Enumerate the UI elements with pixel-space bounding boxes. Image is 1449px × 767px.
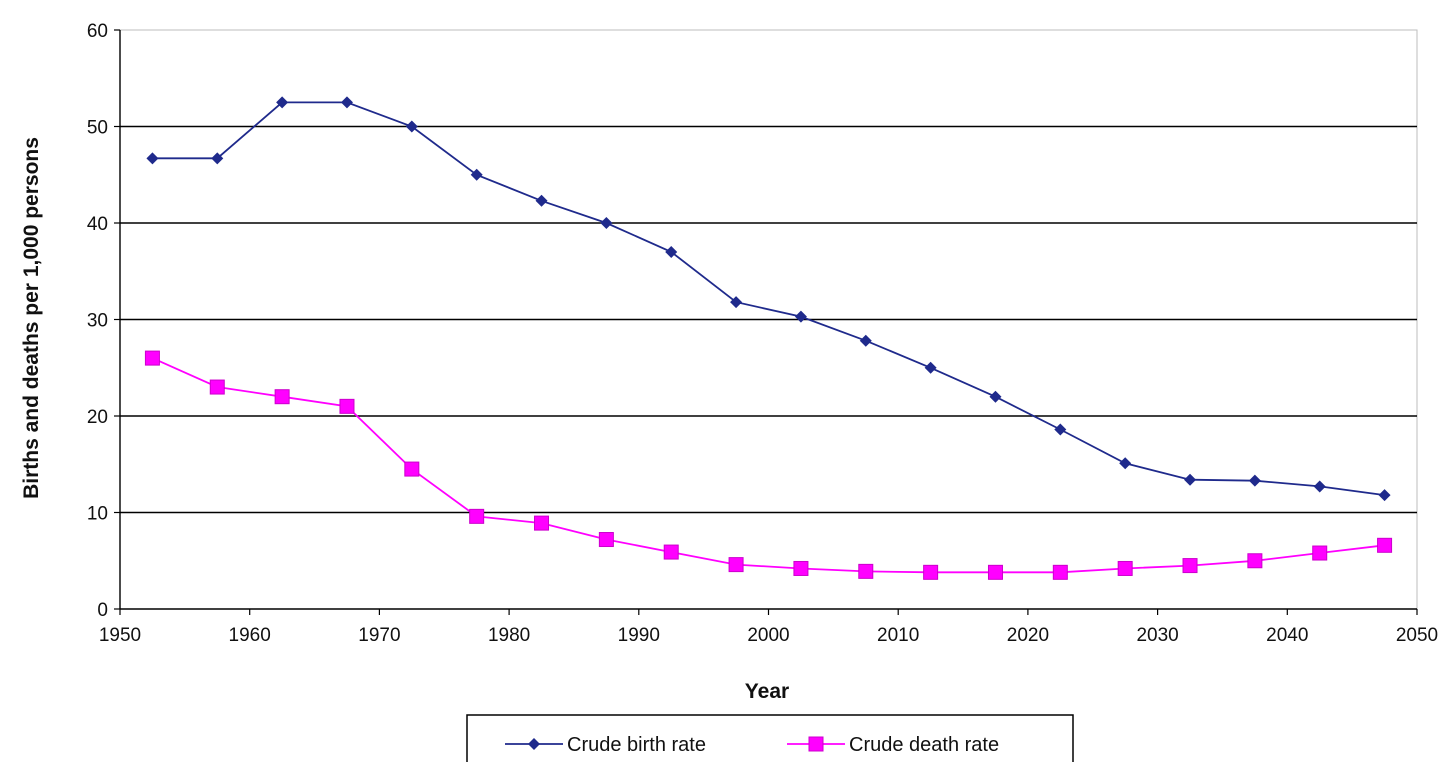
birth-rate-point	[989, 390, 1002, 403]
death-rate-point	[793, 560, 809, 576]
y-tick-labels: 0 10 20 30 40 50 60	[87, 21, 108, 621]
birth-rate-point	[600, 217, 613, 229]
legend-birth-label: Crude birth rate	[567, 734, 706, 756]
death-rate-point	[1247, 553, 1263, 569]
birth-rate-point	[1119, 457, 1132, 470]
x-tick-label: 2010	[877, 625, 919, 646]
y-tick-label: 60	[87, 21, 108, 42]
death-rate-point	[923, 564, 939, 580]
birth-rate-point	[1054, 423, 1067, 436]
death-rate-point	[1052, 564, 1068, 580]
x-tick-label: 1980	[488, 625, 530, 646]
birth-rate-point	[730, 296, 743, 309]
birth-rate-point	[470, 168, 483, 181]
death-rate-point	[1117, 560, 1133, 576]
birth-rate-point	[859, 334, 872, 347]
y-tick-label: 30	[87, 311, 108, 332]
x-tick-label: 1960	[229, 625, 271, 646]
birth-rate-point	[924, 361, 937, 374]
birth-rate-point	[146, 152, 159, 165]
death-rate-point	[858, 563, 874, 579]
birth-rate-point	[535, 194, 548, 207]
death-rate-point	[1182, 558, 1198, 574]
death-rate-point	[1377, 537, 1393, 553]
x-tick-label: 2040	[1266, 625, 1308, 646]
legend: Crude birth rate Crude death rate	[466, 714, 1074, 767]
y-tick-label: 40	[87, 214, 108, 235]
x-tick-labels: 1950 1960 1970 1980 1990 2000 2010 2020 2030 2040…	[99, 625, 1438, 646]
legend-box	[466, 714, 1074, 767]
y-tick-label: 10	[87, 504, 108, 525]
y-axis-title: Births and deaths per 1,000 persons	[20, 137, 43, 499]
legend-death-label: Crude death rate	[849, 734, 999, 756]
series-line-death-rate	[152, 357, 1385, 574]
x-tick-label: 2030	[1136, 625, 1178, 646]
death-rate-point	[728, 557, 744, 573]
x-axis-title: Year	[745, 680, 789, 703]
birth-rate-point	[211, 152, 224, 165]
birth-rate-point	[276, 96, 289, 109]
birth-rate-point	[1313, 480, 1326, 493]
legend-death-marker	[808, 736, 824, 752]
birth-rate-point	[340, 96, 353, 109]
y-tick-label: 0	[97, 600, 108, 621]
legend-birth-marker	[528, 738, 540, 750]
gridlines	[119, 29, 1418, 610]
birth-rate-point	[1378, 489, 1391, 502]
series	[144, 96, 1393, 580]
death-rate-point	[339, 398, 355, 414]
birth-rate-point	[1248, 474, 1261, 487]
death-rate-point	[469, 508, 485, 524]
death-rate-point	[1312, 545, 1328, 561]
death-rate-point	[274, 389, 290, 405]
x-tick-label: 1970	[358, 625, 400, 646]
series-line-birth-rate	[152, 101, 1385, 496]
x-tick-label: 2020	[1007, 625, 1049, 646]
death-rate-point	[663, 544, 679, 560]
death-rate-point	[598, 532, 614, 548]
birth-rate-point	[794, 310, 807, 323]
birth-rate-point	[1184, 473, 1197, 486]
axes	[114, 29, 1418, 615]
x-tick-label: 1950	[99, 625, 141, 646]
death-rate-point	[404, 461, 420, 477]
x-tick-label: 2000	[747, 625, 789, 646]
death-rate-point	[987, 564, 1003, 580]
x-tick-label: 1990	[618, 625, 660, 646]
death-rate-point	[209, 379, 225, 395]
death-rate-point	[144, 350, 160, 366]
x-tick-label: 2050	[1396, 625, 1438, 646]
y-tick-label: 20	[87, 407, 108, 428]
death-rate-point	[534, 515, 550, 531]
birth-rate-point	[665, 245, 678, 258]
birth-rate-point	[405, 120, 418, 133]
y-tick-label: 50	[87, 118, 108, 139]
